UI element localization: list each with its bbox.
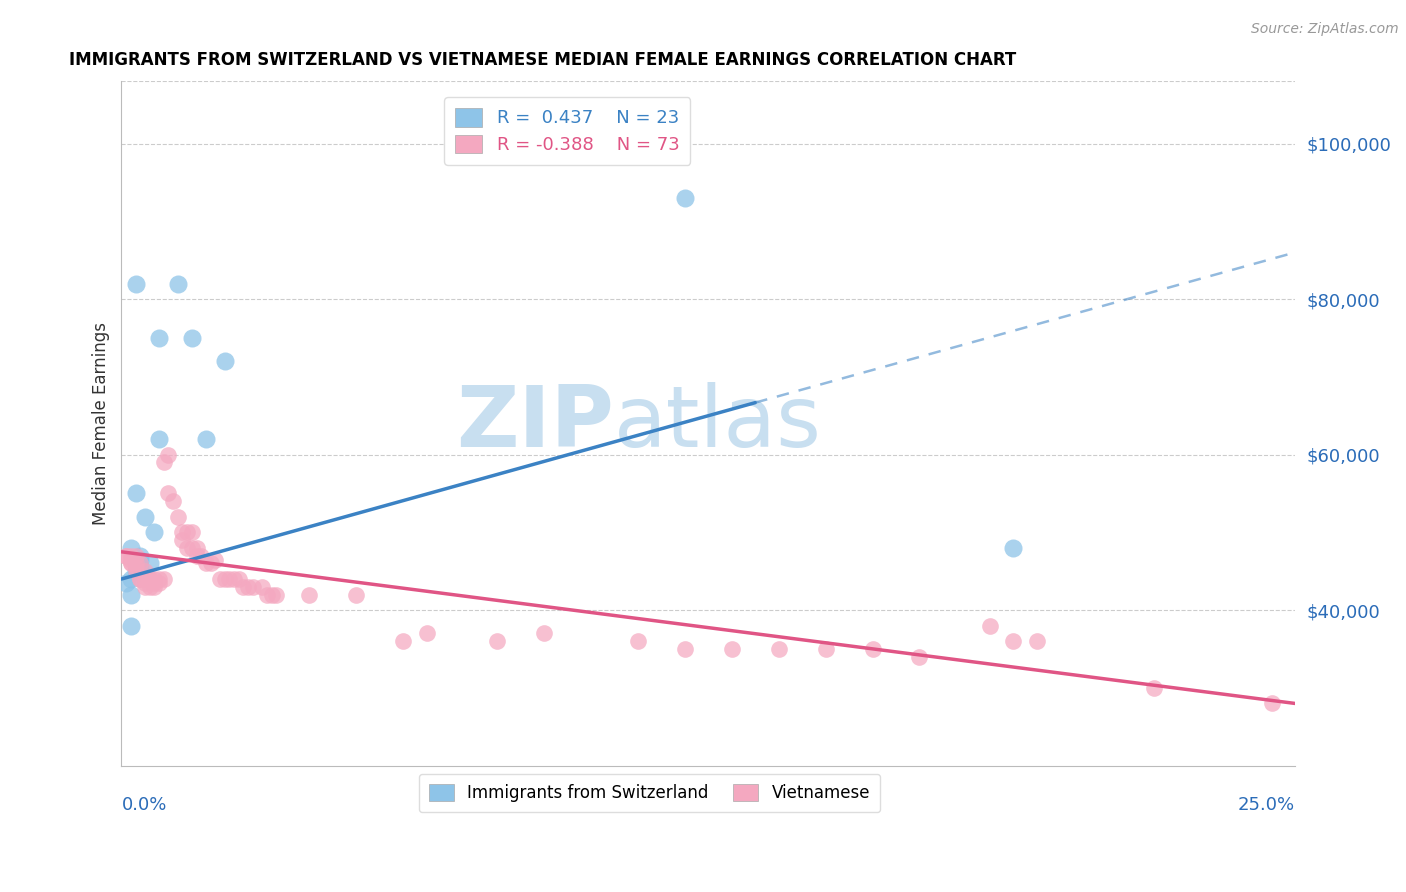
Text: 0.0%: 0.0%: [121, 797, 167, 814]
Text: atlas: atlas: [614, 382, 823, 465]
Text: 25.0%: 25.0%: [1237, 797, 1295, 814]
Y-axis label: Median Female Earnings: Median Female Earnings: [93, 322, 110, 525]
Text: Source: ZipAtlas.com: Source: ZipAtlas.com: [1251, 22, 1399, 37]
Text: IMMIGRANTS FROM SWITZERLAND VS VIETNAMESE MEDIAN FEMALE EARNINGS CORRELATION CHA: IMMIGRANTS FROM SWITZERLAND VS VIETNAMES…: [69, 51, 1017, 69]
Legend: Immigrants from Switzerland, Vietnamese: Immigrants from Switzerland, Vietnamese: [419, 774, 880, 812]
Text: ZIP: ZIP: [457, 382, 614, 465]
